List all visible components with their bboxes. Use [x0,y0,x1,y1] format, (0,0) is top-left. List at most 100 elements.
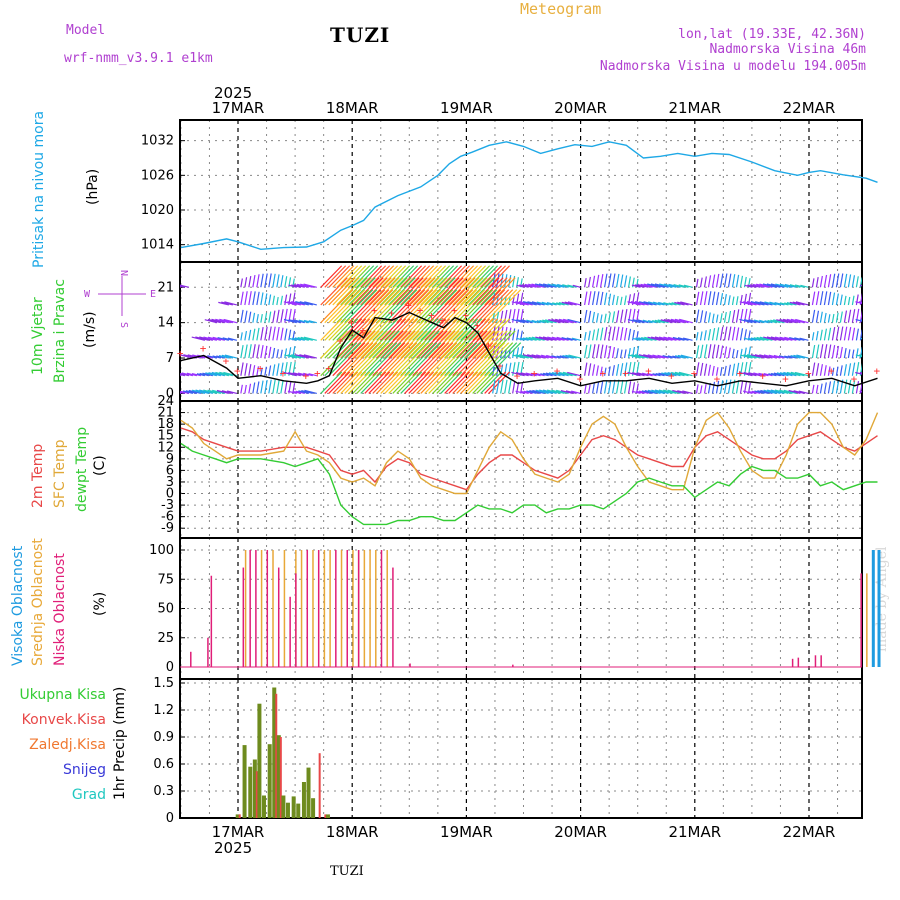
temperature-tick-label: 6 [166,463,174,478]
wind-gust-marker: + [371,304,378,317]
wind-barb [760,389,773,395]
wind-barb [352,318,375,341]
wind-barb [643,283,657,288]
wind-barb [766,336,781,341]
wind-barb [215,318,230,324]
wind-barb [662,355,673,359]
wind-barb [276,379,280,394]
wind-barb [523,390,533,395]
wind-barb [754,390,765,395]
wind-barb [364,265,387,288]
cloud-bar [249,550,251,667]
wind-barb [654,319,665,324]
temp-unit-label: (C) [92,455,108,476]
date-label: 22MAR [783,99,836,117]
pressure-frame [179,119,863,263]
wind-gust-marker: + [645,365,652,378]
wind-barb [735,327,740,341]
wind-barb [723,294,727,306]
wind-barb [768,373,777,377]
wind-barb [615,348,619,359]
wind-barb [561,337,573,341]
wind-barb [753,372,765,377]
wind-barb [182,390,194,395]
date-label: 22MAR [783,823,836,841]
wind-barb [680,354,693,359]
wind-barb [404,342,438,377]
wind-barb [420,318,443,341]
wind-barb [332,277,360,306]
wind-barb [444,342,478,377]
wind-barb [555,371,569,377]
wind-barb [388,330,416,359]
wind-barb [551,355,561,359]
temperature-tick-label: 18 [157,417,174,432]
wind-barb [216,355,226,359]
wind-unit-label: (m/s) [82,311,98,348]
wind-barb [827,366,831,376]
wind-barb [508,327,512,341]
wind-barb [755,283,769,288]
wind-barb [207,318,222,324]
wind-barb [811,384,815,394]
wind-barb [660,319,673,324]
wind-barb [460,371,483,394]
wind-barb [627,318,641,324]
wind-barb [207,336,222,341]
wind-barb [731,326,736,341]
wind-barb [715,314,719,323]
wind-barb [420,277,448,306]
temp-series-label-1: 2m Temp [30,444,46,508]
wind-barb [448,265,471,288]
cloud-bar [255,550,257,667]
wind-barb [416,330,444,359]
precip-bar-convective [238,814,241,818]
wind-barb [480,342,514,377]
wind-barb [778,355,789,359]
wind-barb [448,342,482,377]
wind-gust-marker: + [451,304,458,317]
wind-barb [603,313,607,323]
wind-barb [798,390,809,395]
wind-barb [348,371,371,394]
wind-barb [627,371,641,377]
wind-barb [711,274,716,288]
wind-barb [794,284,805,288]
wind-barb [595,313,599,323]
wind-barb [416,277,444,306]
wind-barb [572,284,581,288]
wind-barb [567,318,581,324]
wind-barb [835,293,839,306]
wind-barb [195,336,210,341]
wind-barb [766,283,781,288]
wind-barb [320,289,354,324]
wind-barb [476,371,499,394]
wind-barb [188,389,202,395]
wind-barb [356,265,379,288]
wind-barb [735,309,740,323]
precipitation-tick-label: 0.3 [153,784,174,799]
wind-barb [638,354,653,359]
wind-barb [284,380,288,394]
wind-barb [847,309,852,323]
wind-barb [280,380,284,394]
wind-gust-marker: + [485,339,492,352]
temp-series-label-3: dewpt Temp [74,427,90,512]
wind-barb [416,371,439,394]
wind-barb [707,275,712,288]
wind-barb [735,350,739,359]
wind-tick-label: 7 [166,351,174,366]
wind-barb [723,379,728,394]
wind-barb [819,311,823,323]
wind-barb [770,336,785,341]
wind-barb [468,289,502,324]
wind-barb [595,382,600,394]
wind-barb [492,326,496,341]
wind-barb [299,301,313,306]
wind-barb [711,344,716,359]
wind-series-label-1: 10m Vjetar [30,297,46,375]
wind-barb [699,385,703,394]
wind-barb [743,390,753,395]
wind-barb [516,284,525,288]
wind-barb [790,355,801,359]
